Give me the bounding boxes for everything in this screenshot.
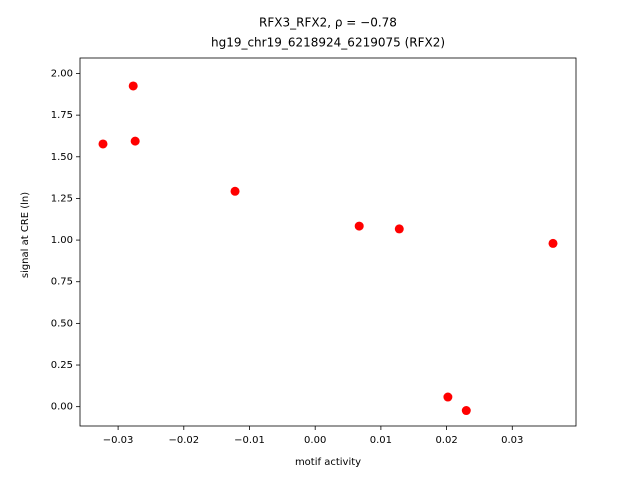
- y-tick-label: 2.00: [51, 68, 73, 79]
- y-tick-label: 0.50: [51, 318, 73, 329]
- x-tick-label: 0.03: [501, 435, 523, 446]
- point: [98, 139, 108, 149]
- point: [354, 221, 364, 231]
- x-tick-label: 0.00: [304, 435, 326, 446]
- x-tick-label: 0.01: [370, 435, 392, 446]
- point: [128, 81, 138, 91]
- point: [461, 406, 471, 416]
- chart-title: RFX3_RFX2, ρ = −0.78: [259, 16, 397, 30]
- y-tick-label: 1.00: [51, 235, 73, 246]
- point: [230, 186, 240, 196]
- x-tick-label: 0.02: [435, 435, 457, 446]
- y-axis-label: signal at CRE (ln): [20, 192, 31, 278]
- point: [130, 136, 140, 146]
- y-tick-label: 0.00: [51, 402, 73, 413]
- chart-subtitle: hg19_chr19_6218924_6219075 (RFX2): [211, 36, 445, 50]
- y-tick-label: 1.25: [51, 193, 73, 204]
- y-tick-label: 1.50: [51, 152, 73, 163]
- point: [548, 238, 558, 248]
- y-tick-label: 0.25: [51, 360, 73, 371]
- point: [443, 392, 453, 402]
- x-tick-label: −0.01: [234, 435, 265, 446]
- y-tick-label: 0.75: [51, 277, 73, 288]
- x-tick-label: −0.02: [168, 435, 199, 446]
- point: [394, 224, 404, 234]
- plot-frame: [79, 57, 577, 427]
- x-tick-label: −0.03: [103, 435, 134, 446]
- x-axis-label: motif activity: [295, 457, 361, 468]
- y-tick-label: 1.75: [51, 110, 73, 121]
